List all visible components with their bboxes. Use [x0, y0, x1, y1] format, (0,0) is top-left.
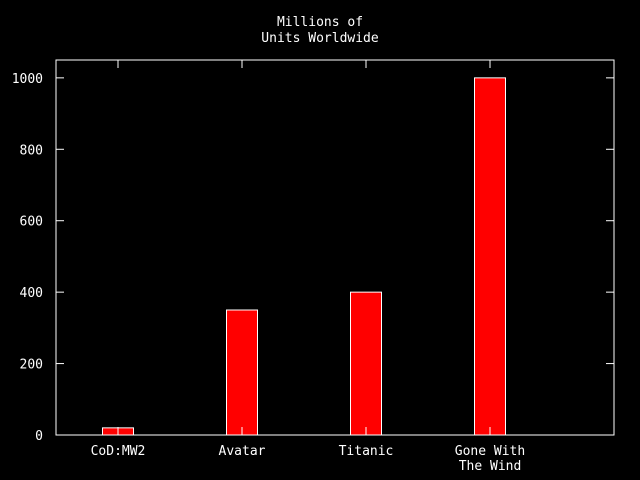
x-tick-label: The Wind [459, 459, 522, 474]
y-tick-label: 400 [20, 286, 43, 301]
plot-frame [55, 59, 615, 436]
y-axis: 0 200 400 600 800 1000 [12, 72, 614, 444]
x-tick-label: Gone With [455, 444, 525, 459]
bar [226, 309, 258, 436]
bar [350, 291, 382, 436]
y-tick-label: 0 [35, 429, 43, 444]
y-tick-label: 1000 [12, 72, 43, 87]
x-tick-label: Titanic [339, 444, 394, 459]
bar [474, 77, 506, 436]
x-tick-label: CoD:MW2 [91, 444, 146, 459]
y-tick-label: 600 [20, 215, 43, 230]
bar-series [102, 77, 506, 436]
chart-title-line: Millions of [277, 15, 363, 30]
y-tick-label: 200 [20, 358, 43, 373]
x-tick-label: Avatar [219, 444, 266, 459]
y-tick-label: 800 [20, 143, 43, 158]
chart-title-line: Units Worldwide [261, 31, 379, 46]
